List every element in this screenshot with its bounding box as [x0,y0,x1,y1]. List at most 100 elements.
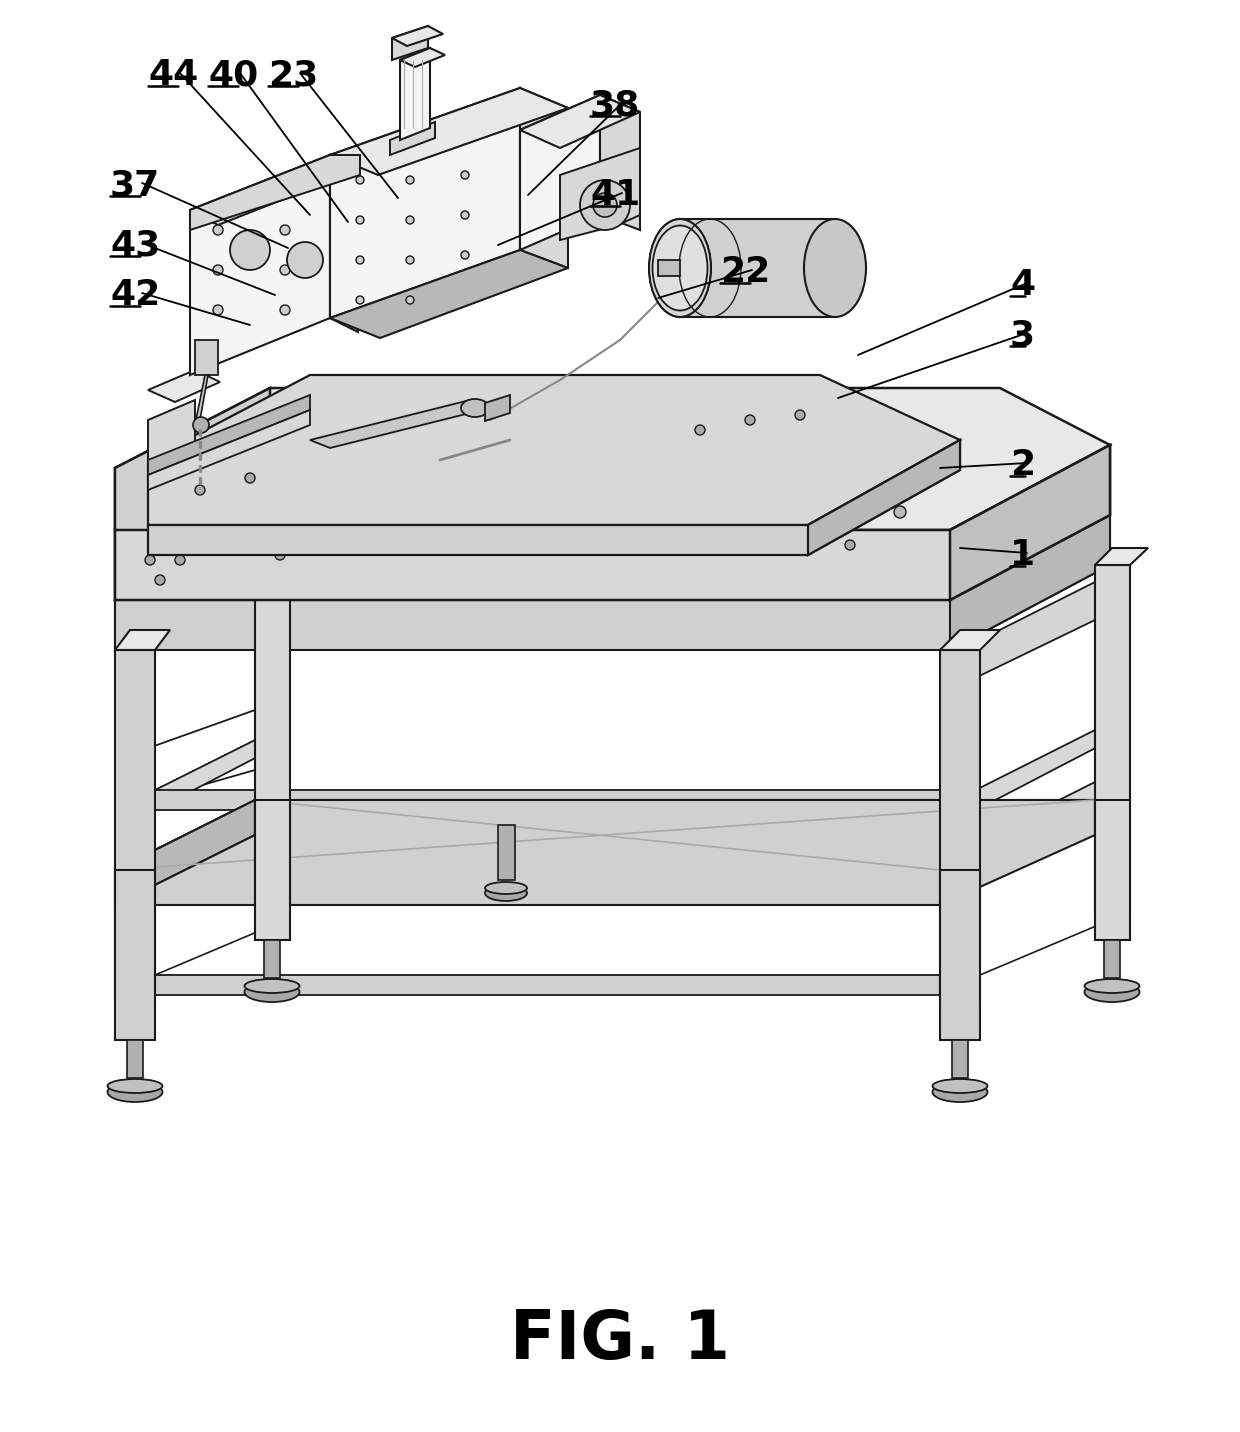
Circle shape [745,415,755,425]
Polygon shape [940,782,1130,861]
Polygon shape [115,516,1110,650]
Circle shape [694,425,706,435]
Circle shape [175,556,185,566]
Circle shape [213,305,223,315]
Ellipse shape [1085,982,1140,1002]
Polygon shape [115,520,270,650]
Polygon shape [148,400,195,470]
Polygon shape [195,339,218,375]
Circle shape [356,256,365,263]
Circle shape [816,414,825,422]
Ellipse shape [108,1083,162,1103]
Circle shape [246,473,255,483]
Polygon shape [115,975,980,995]
Ellipse shape [932,1078,987,1093]
Ellipse shape [244,982,300,1002]
Polygon shape [115,871,155,1040]
Polygon shape [310,400,490,448]
Circle shape [744,513,756,524]
Polygon shape [330,251,568,338]
Polygon shape [560,147,640,241]
Ellipse shape [1085,979,1140,992]
Polygon shape [126,1040,143,1078]
Polygon shape [950,516,1110,650]
Polygon shape [115,790,980,811]
Polygon shape [940,871,980,1040]
Polygon shape [520,87,568,268]
Text: 3: 3 [1011,318,1035,352]
Circle shape [461,170,469,179]
Ellipse shape [485,882,527,894]
Polygon shape [940,630,999,650]
Polygon shape [1104,939,1120,978]
Circle shape [193,417,210,432]
Polygon shape [940,650,980,1000]
Circle shape [356,176,365,183]
Polygon shape [115,388,1110,530]
Text: 1: 1 [1011,538,1035,571]
Polygon shape [115,445,1110,600]
Polygon shape [190,155,360,231]
Polygon shape [808,440,960,556]
Polygon shape [148,369,219,402]
Polygon shape [401,49,430,140]
Polygon shape [115,800,255,905]
Circle shape [343,524,356,536]
Polygon shape [115,650,155,1000]
Polygon shape [392,26,428,60]
Circle shape [916,428,924,435]
Polygon shape [940,581,1095,695]
Circle shape [544,518,556,531]
Circle shape [174,534,186,546]
Polygon shape [148,440,960,556]
Polygon shape [950,445,1110,600]
Text: FIG. 1: FIG. 1 [510,1307,730,1373]
Circle shape [844,540,856,550]
Text: 4: 4 [1011,268,1035,302]
Polygon shape [255,548,310,569]
Circle shape [461,211,469,219]
Polygon shape [658,261,680,276]
Text: 22: 22 [720,255,770,289]
Circle shape [196,485,205,494]
Polygon shape [148,410,310,490]
Polygon shape [264,939,280,978]
Ellipse shape [652,225,708,311]
Text: 23: 23 [268,59,319,92]
Circle shape [405,216,414,223]
Polygon shape [401,49,445,67]
Polygon shape [498,825,515,881]
Circle shape [280,265,290,275]
Polygon shape [330,87,568,175]
Text: 44: 44 [148,59,198,92]
Ellipse shape [461,400,489,417]
Polygon shape [115,851,980,871]
Polygon shape [330,155,358,332]
Polygon shape [940,730,1130,808]
Polygon shape [485,395,510,421]
Polygon shape [600,95,640,231]
Polygon shape [520,95,600,251]
Circle shape [405,176,414,183]
Text: 43: 43 [110,228,160,262]
Polygon shape [330,87,520,318]
Circle shape [280,305,290,315]
Polygon shape [680,219,835,316]
Text: 40: 40 [208,59,258,92]
Polygon shape [115,740,290,811]
Circle shape [461,251,469,259]
Circle shape [286,242,322,278]
Circle shape [445,543,455,553]
Circle shape [280,225,290,235]
Polygon shape [115,388,270,600]
Circle shape [356,216,365,223]
Polygon shape [1095,566,1130,909]
Circle shape [145,556,155,566]
Polygon shape [196,375,208,420]
Circle shape [894,505,906,518]
Circle shape [356,296,365,304]
Polygon shape [520,95,640,147]
Circle shape [155,576,165,586]
Text: 42: 42 [110,278,160,312]
Circle shape [405,296,414,304]
